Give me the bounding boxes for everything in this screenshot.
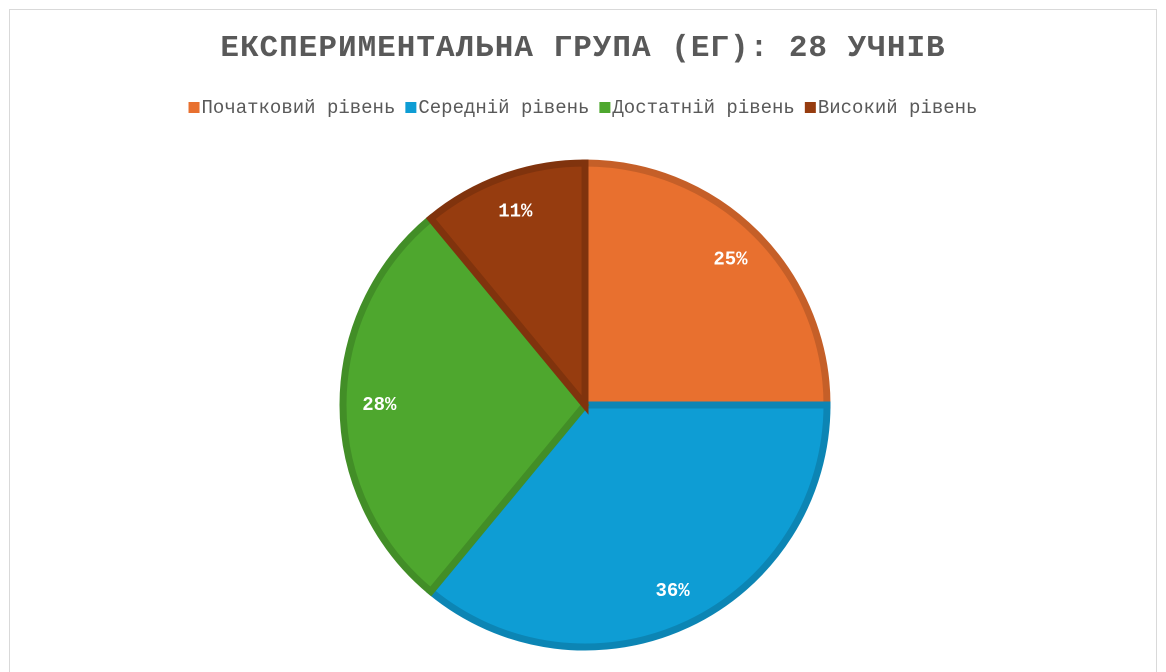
pie-slice bbox=[581, 159, 831, 409]
legend-label: Достатній рівень bbox=[612, 97, 794, 119]
legend-label: Початковий рівень bbox=[202, 97, 396, 119]
data-label: 28% bbox=[362, 394, 397, 416]
data-label: 25% bbox=[713, 249, 748, 271]
legend-swatch bbox=[599, 102, 611, 113]
chart-title: ЕКСПЕРИМЕНТАЛЬНА ГРУПА (ЕГ): 28 УЧНІВ bbox=[220, 31, 945, 66]
legend-label: Високий рівень bbox=[818, 97, 978, 119]
legend-label: Середній рівень bbox=[418, 97, 589, 119]
pie-slice bbox=[339, 213, 590, 597]
pie-slice bbox=[425, 159, 589, 415]
data-label: 36% bbox=[655, 580, 690, 602]
legend-swatch bbox=[804, 102, 816, 113]
legend-swatch bbox=[188, 102, 200, 113]
legend: Початковий рівень Середній рівень Достатні… bbox=[188, 97, 978, 119]
legend-swatch bbox=[405, 102, 417, 113]
pie-slice bbox=[425, 401, 831, 651]
data-label: 11% bbox=[498, 200, 533, 222]
